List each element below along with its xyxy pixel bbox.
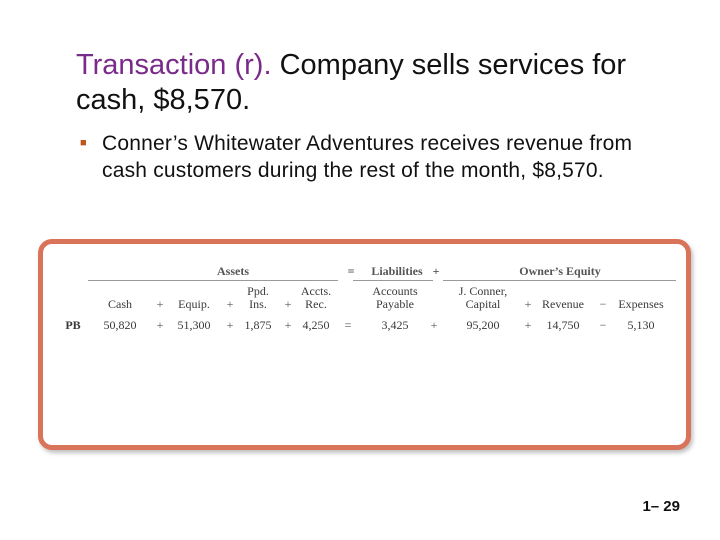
- ppd-ins-value: 1,875: [244, 318, 272, 332]
- accts-rec-value: 4,250: [302, 318, 330, 332]
- expenses-value: 5,130: [627, 318, 655, 332]
- accts-rec-header-line2: Rec.: [305, 297, 327, 311]
- header-plus-4: +: [524, 297, 532, 311]
- equation-equals-sign: =: [347, 264, 355, 278]
- accounting-equation-table: Assets = Liabilities + Owner’s Equity Pp…: [43, 244, 696, 344]
- title-transaction-label: Transaction (r).: [76, 49, 272, 81]
- row-plus-3: +: [284, 318, 292, 332]
- header-minus: −: [599, 297, 607, 311]
- header-plus-3: +: [284, 297, 292, 311]
- revenue-value: 14,750: [546, 318, 580, 332]
- assets-heading: Assets: [217, 264, 249, 278]
- revenue-header: Revenue: [542, 297, 584, 311]
- assets-rule: [88, 280, 338, 281]
- header-plus-2: +: [226, 297, 234, 311]
- equity-rule: [443, 280, 676, 281]
- accounts-payable-header-line2: Payable: [376, 297, 414, 311]
- header-plus-1: +: [156, 297, 164, 311]
- slide-title: Transaction (r). Company sells services …: [76, 48, 696, 118]
- title-description: Company sells services for cash, $8,570.: [76, 49, 627, 116]
- accounts-payable-value: 3,425: [381, 318, 409, 332]
- row-plus-2: +: [226, 318, 234, 332]
- square-bullet-icon: ■: [80, 137, 87, 149]
- equip-value: 51,300: [177, 318, 211, 332]
- row-plus-5: +: [524, 318, 532, 332]
- ppd-ins-header-line1: Ppd.: [247, 284, 269, 298]
- liabilities-heading: Liabilities: [371, 264, 423, 278]
- ppd-ins-header-line2: Ins.: [249, 297, 267, 311]
- equation-panel: Assets = Liabilities + Owner’s Equity Pp…: [38, 239, 691, 450]
- bullet-item: ■ Conner’s Whitewater Adventures receive…: [80, 130, 680, 184]
- equip-header: Equip.: [178, 297, 210, 311]
- row-minus: −: [599, 318, 607, 332]
- slide-number: 1– 29: [642, 498, 680, 515]
- expenses-header: Expenses: [618, 297, 664, 311]
- row-plus-4: +: [430, 318, 438, 332]
- cash-header: Cash: [108, 297, 132, 311]
- row-plus-1: +: [156, 318, 164, 332]
- bullet-text: Conner’s Whitewater Adventures receives …: [102, 132, 633, 182]
- capital-header-line2: Capital: [465, 297, 501, 311]
- row-label-pb: PB: [65, 318, 81, 332]
- capital-header-line1: J. Conner,: [458, 284, 508, 298]
- accts-rec-header-line1: Accts.: [300, 284, 332, 298]
- equation-plus-sign: +: [432, 264, 440, 278]
- cash-value: 50,820: [103, 318, 137, 332]
- capital-value: 95,200: [466, 318, 500, 332]
- row-equals: =: [344, 318, 352, 332]
- accounts-payable-header-line1: Accounts: [372, 284, 418, 298]
- liabilities-rule: [353, 280, 433, 281]
- owners-equity-heading: Owner’s Equity: [519, 264, 601, 278]
